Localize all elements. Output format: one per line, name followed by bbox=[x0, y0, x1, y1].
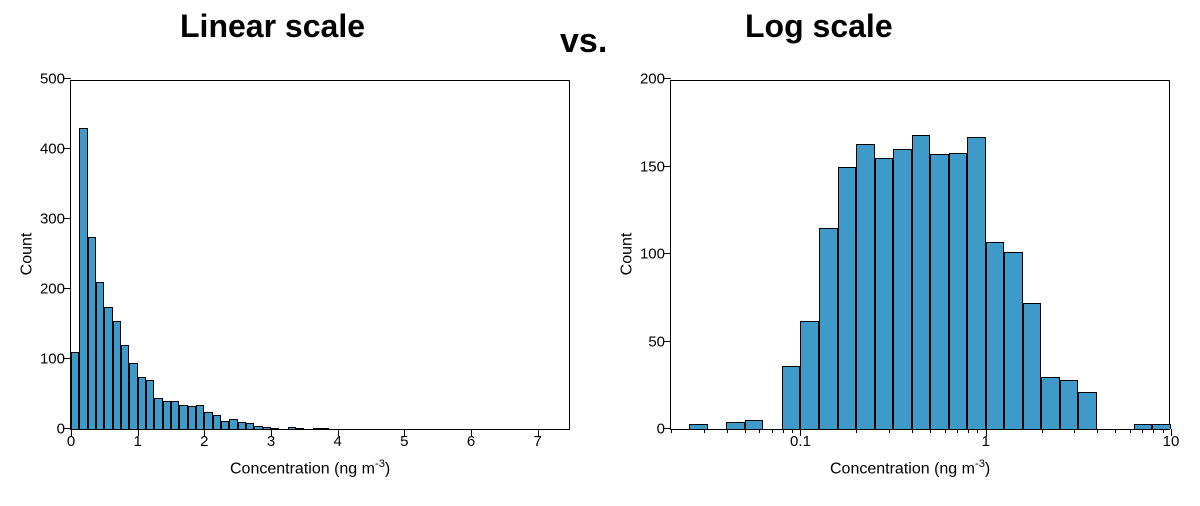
histogram-bar bbox=[838, 167, 857, 430]
histogram-bar bbox=[104, 307, 112, 430]
histogram-bar bbox=[246, 423, 254, 429]
left-plot-area: 010020030040050001234567 bbox=[70, 80, 570, 430]
histogram-bar bbox=[254, 426, 262, 430]
ytick: 150 bbox=[640, 158, 671, 175]
left-panel: 010020030040050001234567 Count Concentra… bbox=[0, 60, 600, 506]
left-xlabel: Concentration (ng m-3) bbox=[230, 458, 390, 478]
histogram-bar bbox=[163, 401, 171, 429]
histogram-bar bbox=[1023, 303, 1042, 429]
histogram-bar bbox=[1060, 380, 1079, 429]
histogram-bar bbox=[138, 377, 146, 430]
titles-row: Linear scale vs. Log scale bbox=[0, 0, 1200, 60]
ytick: 300 bbox=[40, 211, 71, 228]
ytick: 200 bbox=[40, 281, 71, 298]
histogram-bar bbox=[263, 427, 271, 429]
histogram-bar bbox=[930, 154, 949, 429]
right-plot-area: 0501001502000.1110 bbox=[670, 80, 1170, 430]
ytick: 200 bbox=[640, 71, 671, 88]
histogram-bar bbox=[1078, 392, 1097, 429]
histogram-bar bbox=[745, 420, 764, 429]
histogram-bar bbox=[893, 149, 912, 429]
histogram-bar bbox=[113, 321, 121, 430]
ytick: 400 bbox=[40, 141, 71, 158]
histogram-bar bbox=[782, 366, 801, 429]
histogram-bar bbox=[288, 427, 296, 429]
histogram-bar bbox=[213, 415, 221, 429]
histogram-bar bbox=[121, 345, 129, 429]
histogram-bar bbox=[171, 401, 179, 429]
histogram-bar bbox=[819, 228, 838, 429]
ytick: 50 bbox=[648, 333, 671, 350]
histogram-bar bbox=[912, 135, 931, 429]
histogram-bar bbox=[238, 422, 246, 429]
histogram-bar bbox=[146, 380, 154, 429]
histogram-bar bbox=[271, 428, 279, 429]
histogram-bar bbox=[949, 153, 968, 430]
histogram-bar bbox=[875, 158, 894, 429]
left-chart-title: Linear scale bbox=[180, 8, 365, 45]
right-ylabel: Count bbox=[618, 233, 636, 276]
histogram-bar bbox=[1004, 252, 1023, 429]
histogram-bar bbox=[986, 242, 1005, 429]
histogram-bar bbox=[79, 128, 87, 429]
histogram-bar bbox=[800, 321, 819, 430]
histogram-bar bbox=[129, 363, 137, 430]
ytick: 100 bbox=[40, 351, 71, 368]
histogram-bar bbox=[88, 237, 96, 430]
vs-label: vs. bbox=[560, 22, 607, 61]
histogram-bar bbox=[1041, 377, 1060, 430]
right-xlabel: Concentration (ng m-3) bbox=[830, 458, 990, 478]
histogram-bar bbox=[179, 405, 187, 430]
histogram-bar bbox=[204, 412, 212, 430]
histogram-bar bbox=[221, 421, 229, 429]
histogram-bar bbox=[313, 428, 321, 429]
histogram-bar bbox=[1134, 424, 1153, 429]
histogram-bar bbox=[229, 419, 237, 430]
ytick: 100 bbox=[640, 246, 671, 263]
histogram-bar bbox=[154, 398, 162, 430]
histogram-bar bbox=[689, 424, 708, 429]
right-chart-title: Log scale bbox=[745, 8, 893, 45]
histogram-bar bbox=[71, 352, 79, 429]
histogram-bar bbox=[967, 137, 986, 429]
histogram-bar bbox=[856, 144, 875, 429]
histogram-bar bbox=[196, 405, 204, 430]
histogram-bar bbox=[188, 406, 196, 429]
histogram-bar bbox=[1152, 424, 1171, 429]
histogram-bar bbox=[296, 428, 304, 429]
histogram-bar bbox=[726, 422, 745, 429]
charts-container: 010020030040050001234567 Count Concentra… bbox=[0, 60, 1200, 506]
histogram-bar bbox=[96, 282, 104, 429]
histogram-bar bbox=[321, 428, 329, 429]
ytick: 500 bbox=[40, 71, 71, 88]
ytick: 0 bbox=[657, 421, 671, 438]
right-panel: 0501001502000.1110 Count Concentration (… bbox=[600, 60, 1200, 506]
left-ylabel: Count bbox=[18, 233, 36, 276]
